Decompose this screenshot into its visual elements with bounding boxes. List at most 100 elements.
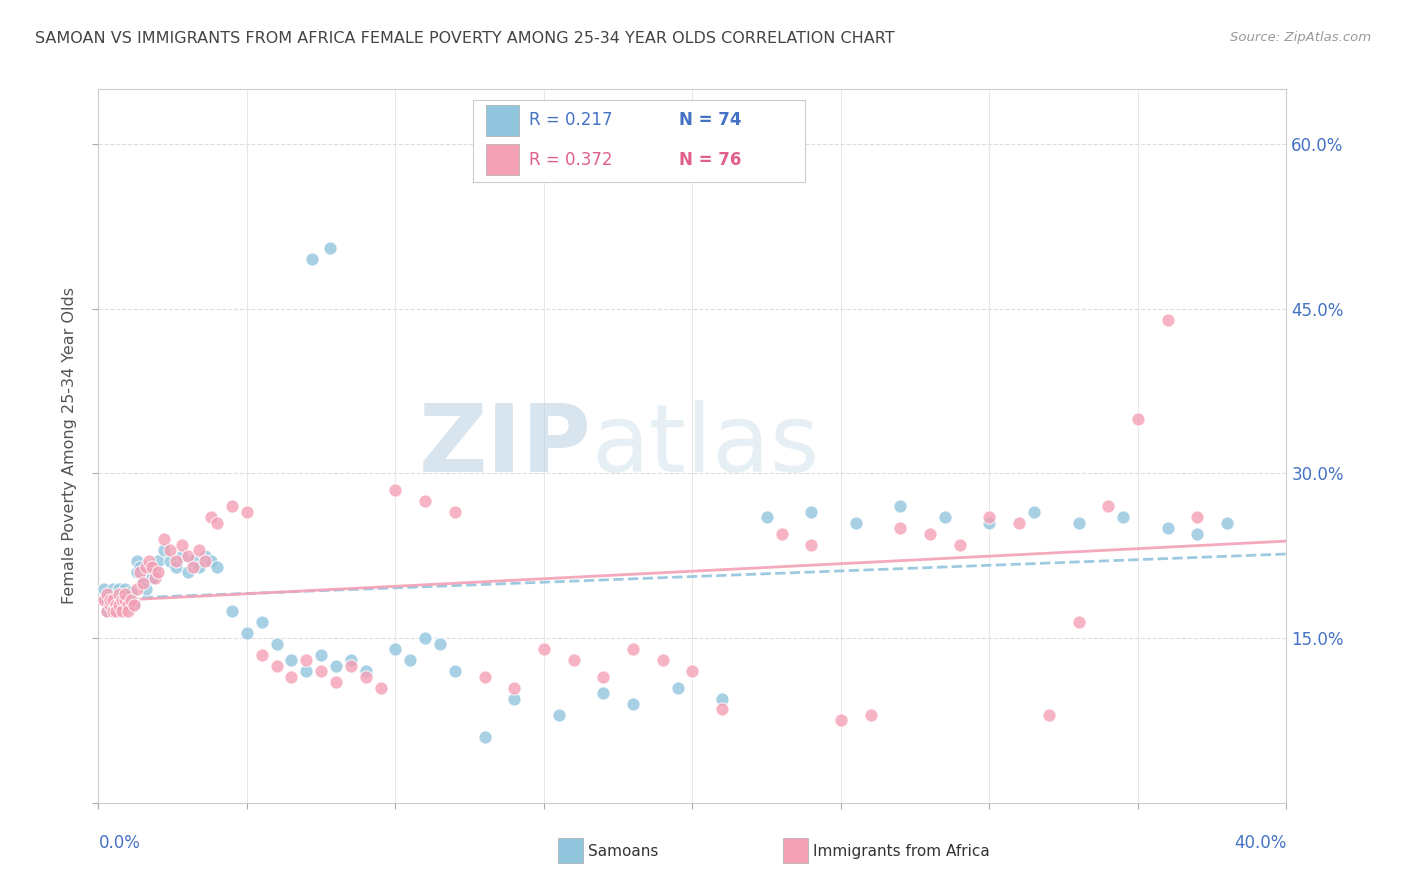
Point xyxy=(413,631,436,645)
Point xyxy=(770,526,793,541)
Point xyxy=(266,637,288,651)
Point xyxy=(592,686,614,700)
Point xyxy=(562,653,585,667)
Point xyxy=(152,543,174,558)
Point xyxy=(120,585,142,599)
Point xyxy=(340,658,363,673)
Point xyxy=(114,582,136,596)
Point xyxy=(98,598,121,612)
Point xyxy=(135,559,157,574)
Point xyxy=(399,653,422,667)
Point xyxy=(1112,510,1135,524)
Point xyxy=(117,590,139,604)
Point xyxy=(280,653,302,667)
Point xyxy=(165,559,187,574)
Point xyxy=(949,538,972,552)
Point xyxy=(443,505,465,519)
Point xyxy=(755,510,778,524)
Point xyxy=(250,648,273,662)
Point xyxy=(979,516,1001,530)
Point xyxy=(194,549,217,563)
Point xyxy=(108,582,131,596)
Point xyxy=(207,516,229,530)
Point xyxy=(138,554,160,568)
Point xyxy=(183,554,205,568)
Point xyxy=(114,592,136,607)
Point xyxy=(165,554,187,568)
Point xyxy=(132,576,155,591)
Point xyxy=(111,604,134,618)
Point xyxy=(194,554,217,568)
Point xyxy=(103,592,125,607)
Point xyxy=(1187,510,1209,524)
Point xyxy=(503,681,526,695)
Point xyxy=(111,587,134,601)
Point xyxy=(280,669,302,683)
Text: Immigrants from Africa: Immigrants from Africa xyxy=(813,845,990,859)
Point xyxy=(96,587,118,601)
Point xyxy=(859,708,882,723)
Text: ZIP: ZIP xyxy=(419,400,592,492)
Point xyxy=(132,576,155,591)
Point xyxy=(384,642,406,657)
Point xyxy=(309,664,332,678)
Point xyxy=(93,592,115,607)
Point xyxy=(533,642,555,657)
Point xyxy=(236,625,259,640)
Point xyxy=(176,566,198,580)
Point xyxy=(236,505,259,519)
Point xyxy=(621,642,644,657)
Point xyxy=(105,604,128,618)
Point xyxy=(340,653,363,667)
Point xyxy=(621,697,644,711)
Point xyxy=(1187,526,1209,541)
Point xyxy=(741,120,763,135)
Point xyxy=(103,582,125,596)
Point xyxy=(800,505,823,519)
Point xyxy=(146,554,169,568)
Point xyxy=(117,604,139,618)
Point xyxy=(221,604,243,618)
Point xyxy=(250,615,273,629)
Point xyxy=(117,600,139,615)
Point xyxy=(1022,505,1045,519)
Point xyxy=(1156,312,1178,326)
Point xyxy=(117,598,139,612)
Point xyxy=(122,596,145,610)
Y-axis label: Female Poverty Among 25-34 Year Olds: Female Poverty Among 25-34 Year Olds xyxy=(62,287,77,605)
Point xyxy=(103,592,125,607)
Text: Samoans: Samoans xyxy=(588,845,658,859)
Point xyxy=(1067,615,1090,629)
Point xyxy=(93,582,115,596)
Point xyxy=(108,598,131,612)
Point xyxy=(129,559,152,574)
Point xyxy=(122,598,145,612)
Point xyxy=(135,582,157,596)
Point xyxy=(682,664,704,678)
Point xyxy=(176,549,198,563)
Point xyxy=(1216,516,1239,530)
Point xyxy=(98,587,121,601)
Point xyxy=(108,587,131,601)
Point xyxy=(295,653,318,667)
Point xyxy=(889,500,911,514)
Point xyxy=(105,587,128,601)
Point xyxy=(138,566,160,580)
Text: 40.0%: 40.0% xyxy=(1234,834,1286,852)
Point xyxy=(120,592,142,607)
Point xyxy=(889,521,911,535)
Point xyxy=(474,669,496,683)
Point xyxy=(845,516,868,530)
Point xyxy=(711,691,734,706)
Point xyxy=(301,252,323,267)
Point xyxy=(96,592,118,607)
Point xyxy=(800,538,823,552)
Point xyxy=(1126,411,1149,425)
Point xyxy=(108,592,131,607)
Point xyxy=(651,653,673,667)
Text: SAMOAN VS IMMIGRANTS FROM AFRICA FEMALE POVERTY AMONG 25-34 YEAR OLDS CORRELATIO: SAMOAN VS IMMIGRANTS FROM AFRICA FEMALE … xyxy=(35,31,894,46)
Point xyxy=(1038,708,1060,723)
Point xyxy=(170,549,193,563)
Point xyxy=(325,658,347,673)
Point xyxy=(934,510,956,524)
